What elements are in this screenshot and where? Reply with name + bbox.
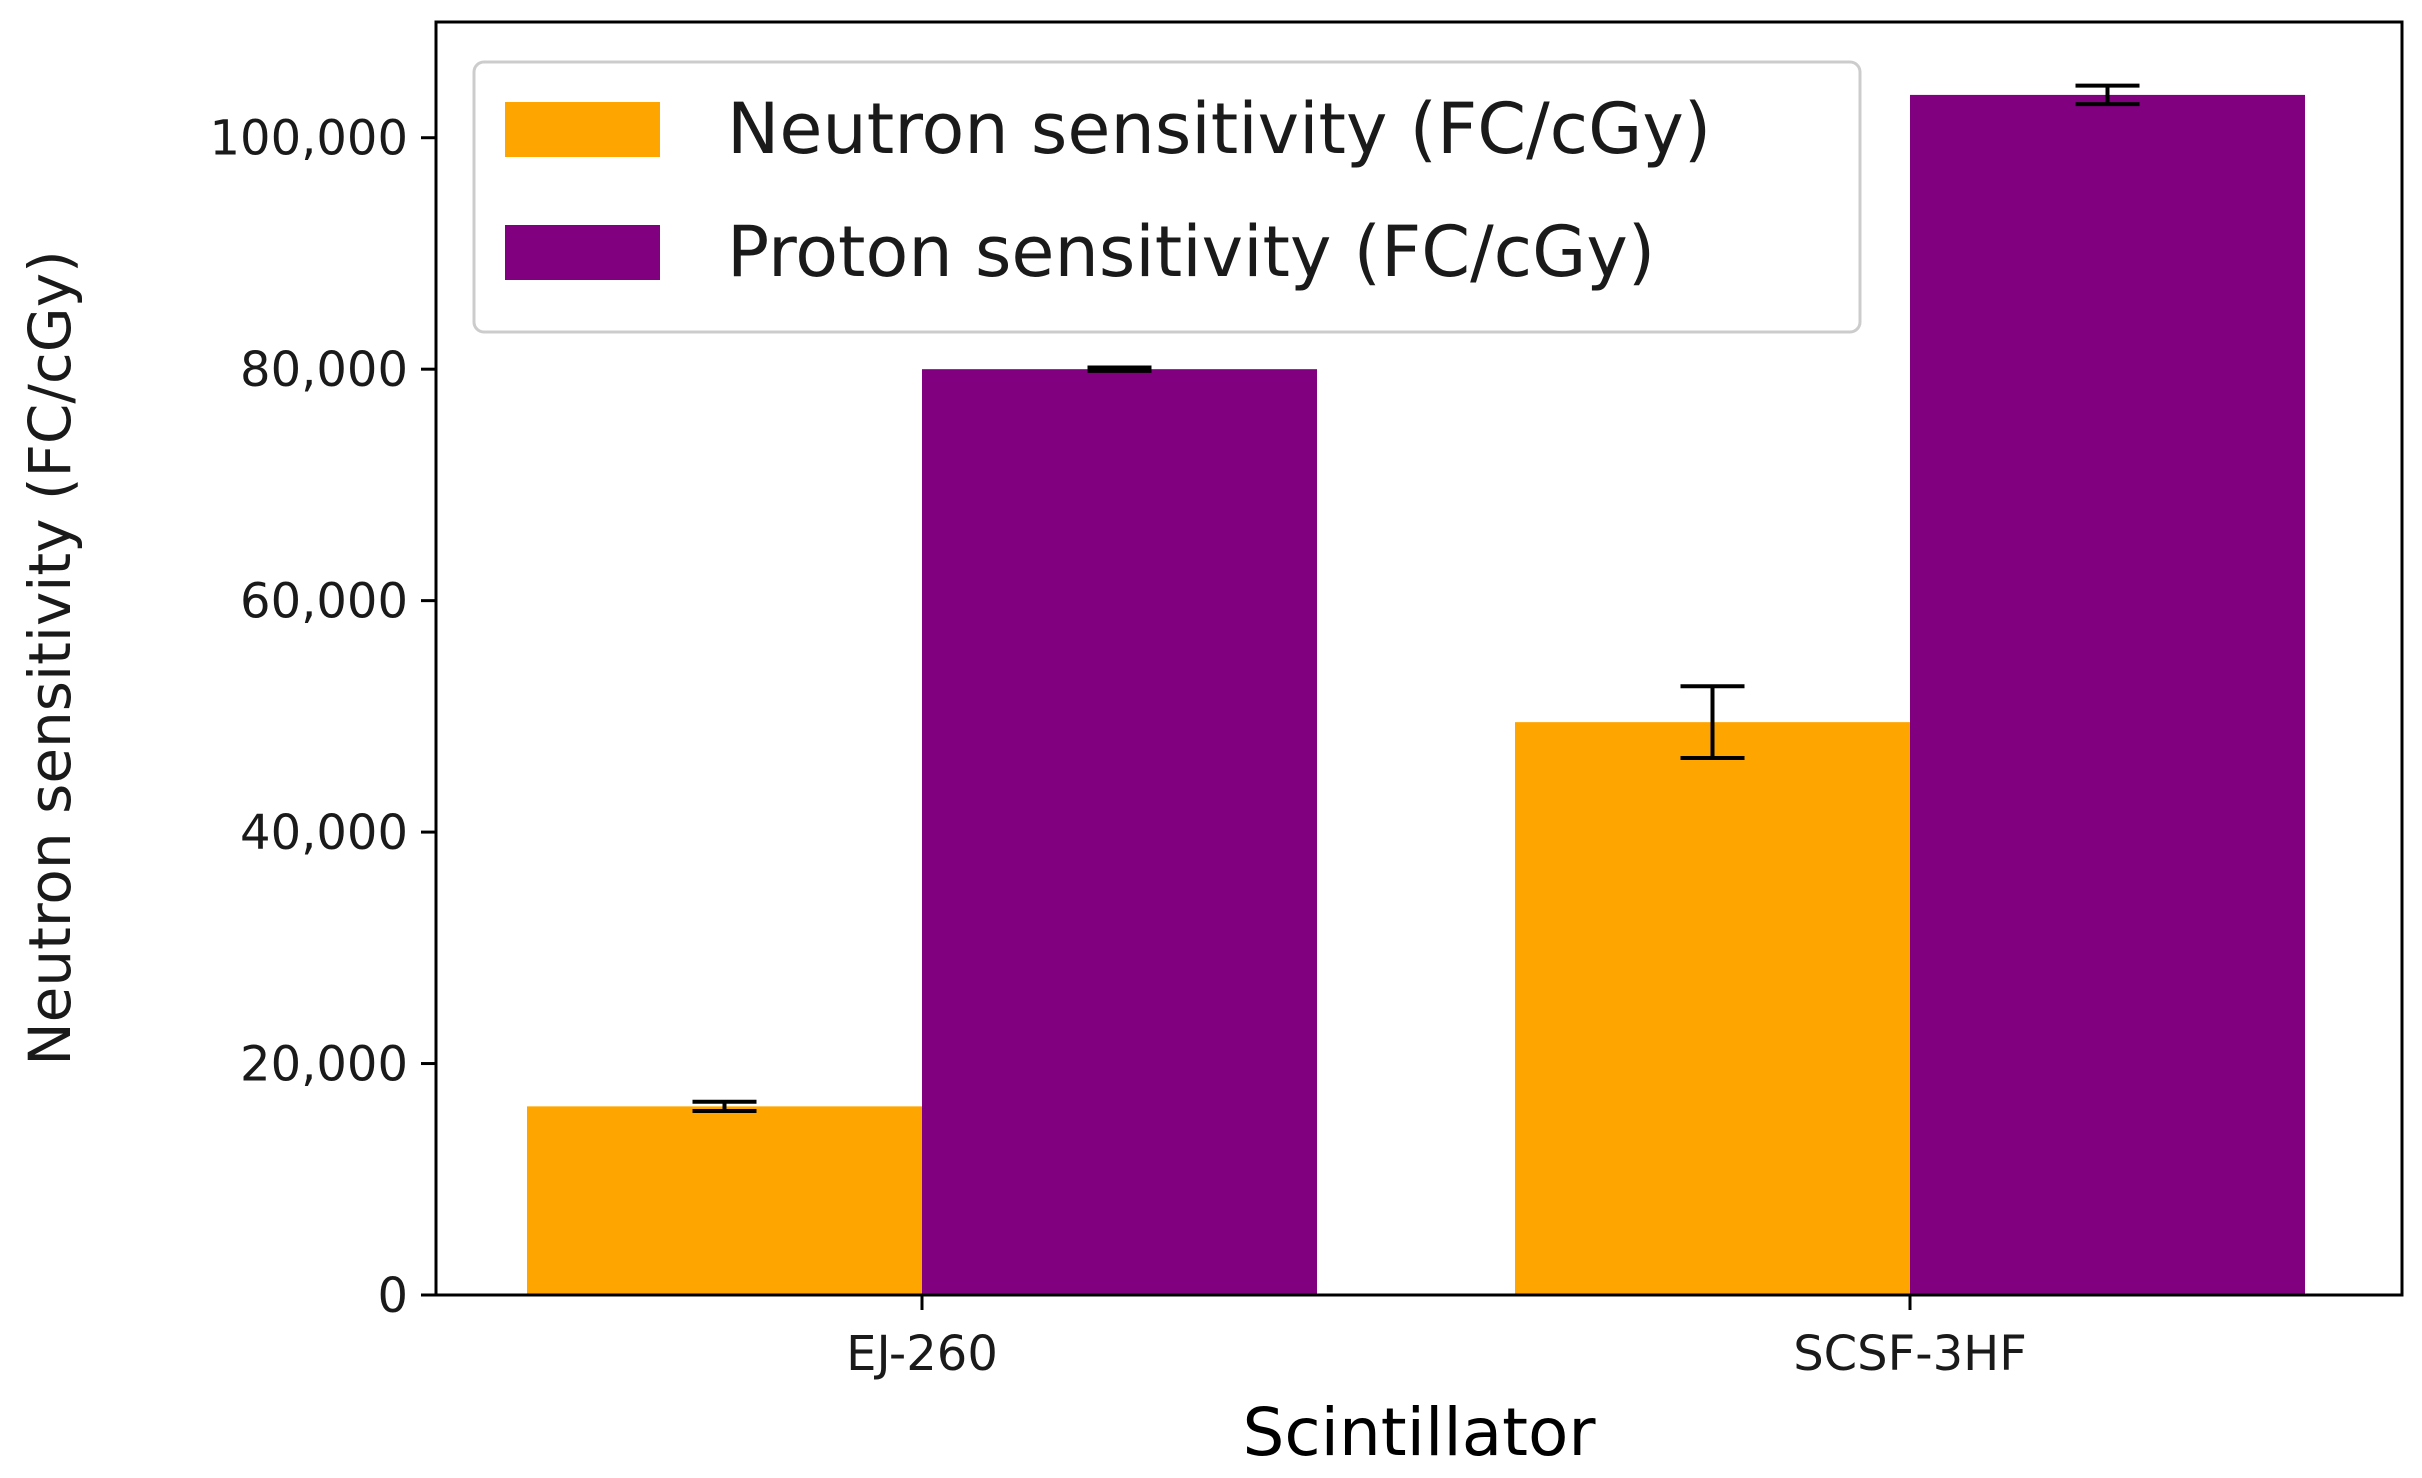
bar-neutron-ej-260 xyxy=(527,1106,922,1295)
y-tick-label: 60,000 xyxy=(240,574,408,630)
bar-proton-ej-260 xyxy=(922,369,1317,1295)
y-tick-label: 0 xyxy=(377,1268,408,1324)
y-tick-label: 100,000 xyxy=(210,111,409,167)
bar-proton-scsf-3hf xyxy=(1910,94,2305,1295)
y-ticks: 0 20,000 40,000 60,000 80,000 100,000 xyxy=(210,111,436,1324)
x-ticks: EJ-260 SCSF-3HF xyxy=(846,1295,2027,1382)
axes-layer xyxy=(434,20,2404,1297)
legend: Neutron sensitivity (FC/cGy) Proton sens… xyxy=(472,60,1862,334)
legend-swatch-proton xyxy=(505,225,660,280)
y-tick-label: 80,000 xyxy=(240,342,408,398)
errorbar-neutron-ej-260 xyxy=(692,1099,757,1113)
y-tick-label: 40,000 xyxy=(240,805,408,861)
legend-label-proton: Proton sensitivity (FC/cGy) xyxy=(727,211,1655,293)
x-tick-label: EJ-260 xyxy=(846,1326,998,1382)
bars-layer xyxy=(527,94,2305,1295)
plot-frame xyxy=(434,20,2404,1297)
errorbar-proton-ej-260 xyxy=(1087,365,1152,373)
errorbars-layer xyxy=(692,83,2140,1113)
x-axis-title: Scintillator xyxy=(1242,1394,1596,1471)
y-axis-title: Neutron sensitivity (FC/cGy) xyxy=(16,250,84,1065)
errorbar-neutron-scsf-3hf xyxy=(1680,684,1745,761)
legend-swatch-neutron xyxy=(505,102,660,157)
legend-frame xyxy=(472,60,1862,334)
bar-neutron-scsf-3hf xyxy=(1515,722,1910,1295)
errorbar-proton-scsf-3hf xyxy=(2075,83,2140,107)
y-tick-label: 20,000 xyxy=(240,1037,408,1093)
x-tick-label: SCSF-3HF xyxy=(1793,1326,2027,1382)
legend-label-neutron: Neutron sensitivity (FC/cGy) xyxy=(727,88,1711,170)
